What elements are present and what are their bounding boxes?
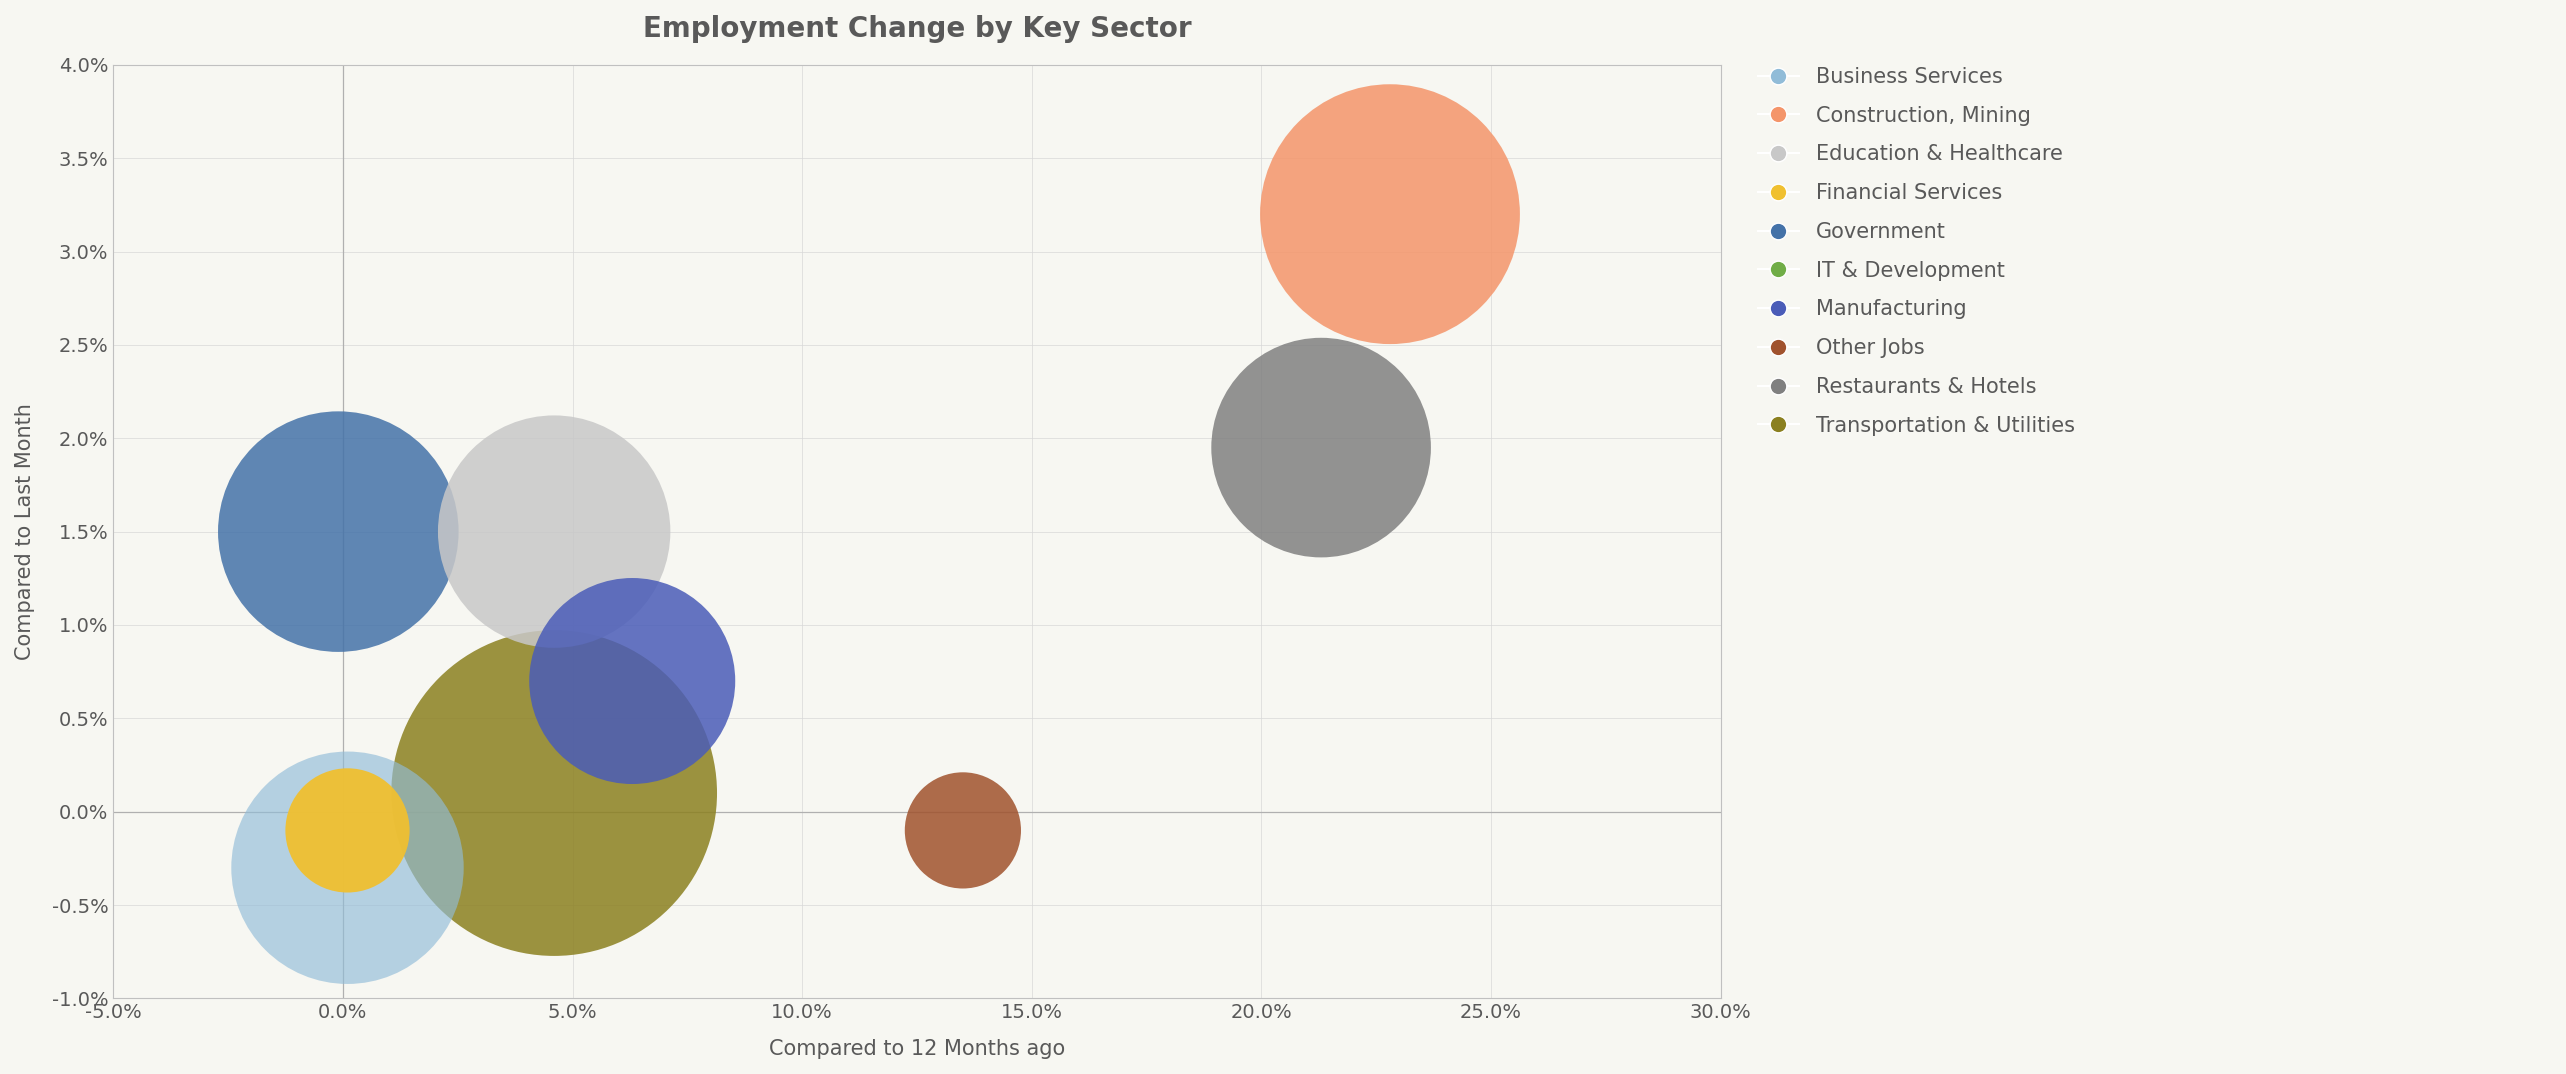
Point: [326, 859, 367, 876]
X-axis label: Compared to 12 Months ago: Compared to 12 Months ago: [770, 1039, 1065, 1059]
Title: Employment Change by Key Sector: Employment Change by Key Sector: [642, 15, 1191, 43]
Point: [1301, 439, 1342, 456]
Point: [534, 784, 575, 801]
Y-axis label: Compared to Last Month: Compared to Last Month: [15, 403, 36, 661]
Legend: Business Services, Construction, Mining, Education & Healthcare, Financial Servi: Business Services, Construction, Mining,…: [1747, 57, 2086, 446]
Point: [318, 523, 359, 540]
Point: [611, 672, 652, 690]
Point: [534, 523, 575, 540]
Point: [1370, 205, 1411, 222]
Point: [326, 822, 367, 839]
Point: [942, 822, 983, 839]
